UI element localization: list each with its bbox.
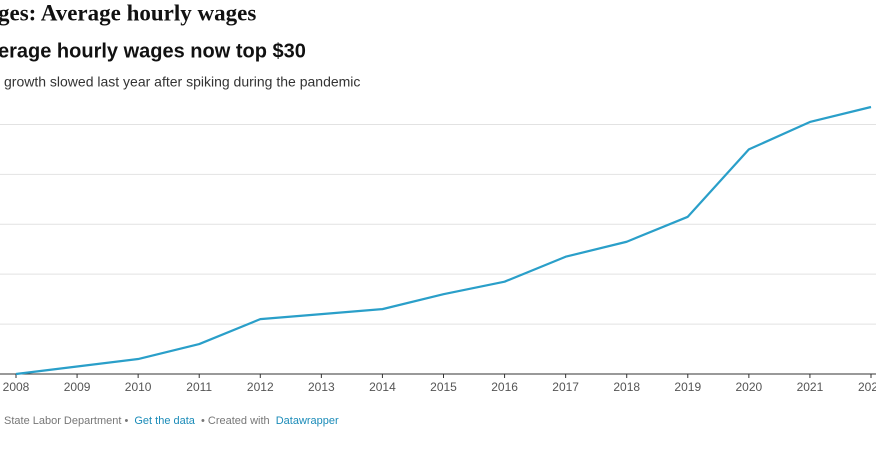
data-line <box>15 105 872 376</box>
x-tick-label: 2012 <box>247 380 274 394</box>
x-tick-label: 2016 <box>491 380 518 394</box>
x-tick-label: 202 <box>858 380 876 394</box>
x-tick-label: 2013 <box>308 380 335 394</box>
x-tick-label: 2018 <box>613 380 640 394</box>
x-tick-label: 2021 <box>797 380 824 394</box>
x-tick-label: 2009 <box>64 380 91 394</box>
page-title: ges: Average hourly wages <box>0 0 256 25</box>
data-link[interactable]: Get the data <box>134 415 195 427</box>
x-tick-label: 2020 <box>736 380 763 394</box>
x-tick-label: 2011 <box>186 380 212 394</box>
x-tick-label: 2014 <box>369 380 396 394</box>
footer: State Labor Department • Get the data • … <box>4 415 339 427</box>
chart-title: erage hourly wages now top $30 <box>0 40 306 62</box>
x-tick-label: 2008 <box>3 380 30 394</box>
tool-link[interactable]: Datawrapper <box>276 415 339 427</box>
credit: • Created with <box>201 415 270 427</box>
chart-subtitle: growth slowed last year after spiking du… <box>4 74 360 90</box>
source: State Labor Department • <box>4 415 128 427</box>
x-tick-label: 2019 <box>674 380 701 394</box>
x-tick-label: 2015 <box>430 380 457 394</box>
x-tick-label: 2017 <box>552 380 579 394</box>
x-tick-label: 2010 <box>125 380 152 394</box>
